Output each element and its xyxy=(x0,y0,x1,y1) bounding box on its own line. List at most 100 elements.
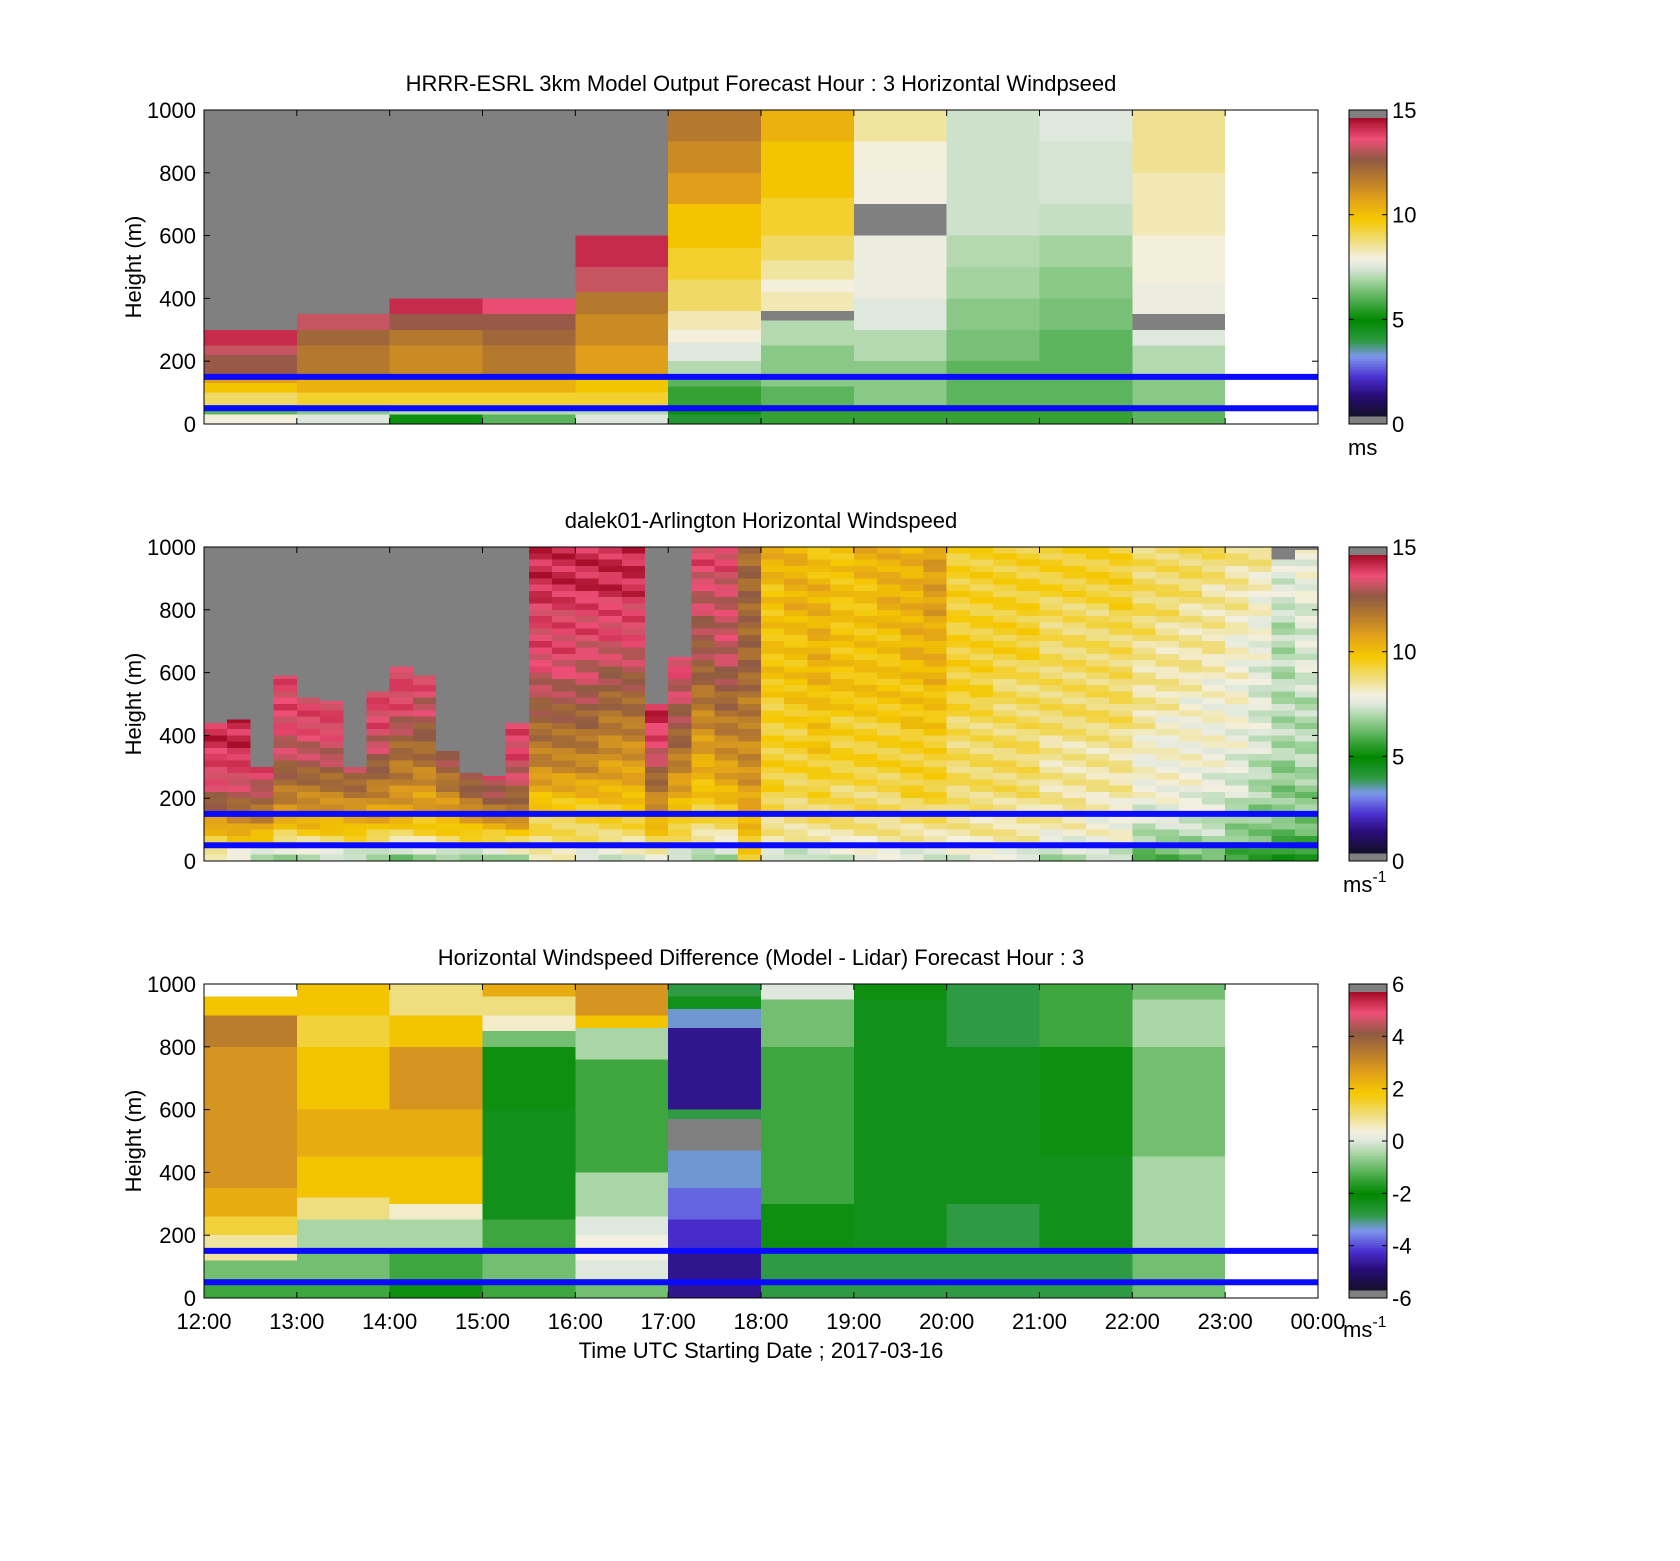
heatmap-cell xyxy=(853,710,878,717)
heatmap-cell xyxy=(1085,578,1110,585)
heatmap-cell xyxy=(923,685,947,692)
heatmap-cell xyxy=(1062,716,1086,723)
heatmap-cell xyxy=(923,779,947,786)
heatmap-cell xyxy=(227,848,251,855)
heatmap-cell xyxy=(1132,823,1156,830)
heatmap-cell xyxy=(668,1119,761,1151)
colorbar-segment xyxy=(1349,649,1387,653)
heatmap-cell xyxy=(1248,798,1272,805)
heatmap-cell xyxy=(1225,779,1249,786)
heatmap-cell xyxy=(900,597,924,604)
heatmap-cell xyxy=(853,798,878,805)
heatmap-cell xyxy=(853,597,878,604)
colorbar-segment xyxy=(1349,1222,1387,1227)
colorbar-segment xyxy=(1349,646,1387,650)
heatmap-cell xyxy=(900,854,924,861)
colorbar-segment xyxy=(1349,162,1387,166)
colorbar-segment xyxy=(1349,1285,1387,1289)
heatmap-cell xyxy=(969,760,994,767)
heatmap-cell xyxy=(1132,704,1156,711)
heatmap-cell xyxy=(389,722,413,730)
heatmap-cell xyxy=(366,691,390,698)
heatmap-cell xyxy=(1201,666,1226,673)
heatmap-cell xyxy=(598,578,622,585)
colorbar-segment xyxy=(1349,1073,1387,1078)
heatmap-cell xyxy=(993,854,1017,861)
heatmap-cell xyxy=(621,634,645,642)
heatmap-cell xyxy=(1039,854,1063,861)
heatmap-cell xyxy=(1155,622,1179,629)
heatmap-cell xyxy=(1201,741,1226,748)
heatmap-cell xyxy=(1248,716,1272,723)
heatmap-cell xyxy=(761,345,854,387)
heatmap-cell xyxy=(1225,660,1249,667)
heatmap-cell xyxy=(807,817,831,824)
colorbar-segment xyxy=(1349,579,1387,583)
heatmap-cell xyxy=(1016,848,1040,855)
heatmap-cell xyxy=(830,747,854,755)
heatmap-cell xyxy=(737,697,761,704)
heatmap-cell xyxy=(691,766,715,774)
heatmap-cell xyxy=(668,329,761,343)
heatmap-cell xyxy=(946,779,970,786)
colorbar-segment xyxy=(1349,1118,1387,1122)
heatmap-cell xyxy=(644,835,669,843)
heatmap-cell xyxy=(900,760,924,767)
heatmap-cell xyxy=(1225,773,1249,780)
heatmap-cell xyxy=(691,729,715,736)
heatmap-cell xyxy=(296,760,321,767)
heatmap-cell xyxy=(923,634,947,642)
heatmap-cell xyxy=(1178,835,1202,843)
heatmap-cell xyxy=(737,710,761,717)
heatmap-cell xyxy=(412,823,437,830)
colorbar-segment xyxy=(1349,999,1387,1003)
colorbar-segment xyxy=(1349,1131,1387,1135)
heatmap-cell xyxy=(691,741,715,748)
heatmap-cell xyxy=(1155,641,1179,648)
heatmap-cell xyxy=(250,848,274,855)
heatmap-cell xyxy=(946,804,970,811)
colorbar-segment xyxy=(1349,641,1387,645)
heatmap-cell xyxy=(714,641,738,648)
heatmap-cell xyxy=(1271,672,1295,679)
colorbar-unit-exponent: -1 xyxy=(1372,1314,1386,1331)
heatmap-cell xyxy=(853,691,878,698)
heatmap-cell xyxy=(1294,735,1318,742)
heatmap-cell xyxy=(668,829,692,836)
heatmap-cell xyxy=(993,829,1017,836)
heatmap-cell xyxy=(1085,785,1110,792)
heatmap-cell xyxy=(343,817,367,824)
heatmap-cell xyxy=(853,609,878,617)
heatmap-cell xyxy=(621,660,645,667)
heatmap-cell xyxy=(1132,1203,1226,1251)
heatmap-cell xyxy=(714,647,738,654)
heatmap-cell xyxy=(204,823,228,830)
heatmap-cell xyxy=(598,672,622,679)
heatmap-cell xyxy=(993,609,1017,617)
heatmap-cell xyxy=(320,785,344,792)
heatmap-cell xyxy=(969,628,994,635)
heatmap-cell xyxy=(737,716,761,723)
colorbar-segment xyxy=(1349,612,1387,616)
heatmap-cell xyxy=(1085,660,1110,667)
heatmap-cell xyxy=(598,848,622,855)
heatmap-cell xyxy=(784,565,808,573)
heatmap-cell xyxy=(1155,766,1179,774)
heatmap-cell xyxy=(598,747,622,755)
heatmap-cell xyxy=(691,722,715,730)
heatmap-cell xyxy=(969,710,994,717)
heatmap-cell xyxy=(784,760,808,767)
heatmap-cell xyxy=(877,704,901,711)
colorbar-segment xyxy=(1349,279,1387,283)
colorbar-tick-label: 2 xyxy=(1392,1077,1404,1102)
heatmap-cell xyxy=(296,1156,390,1198)
heatmap-cell xyxy=(575,716,599,723)
heatmap-cell xyxy=(761,320,854,346)
heatmap-cell xyxy=(644,729,669,736)
heatmap-cell xyxy=(691,854,715,861)
heatmap-cell xyxy=(853,672,878,679)
heatmap-cell xyxy=(320,848,344,855)
heatmap-cell xyxy=(737,823,761,830)
heatmap-cell xyxy=(830,678,854,686)
heatmap-cell xyxy=(1085,647,1110,654)
